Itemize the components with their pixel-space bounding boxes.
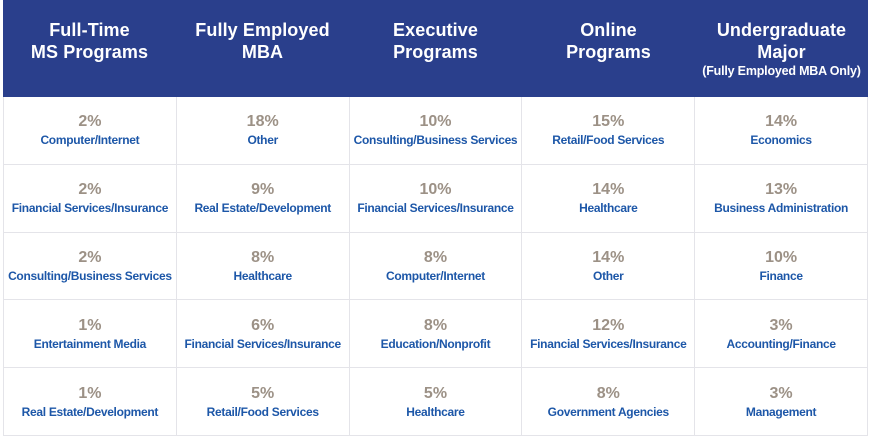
- table-cell: 15% Retail/Food Services: [522, 97, 696, 165]
- percentage-value: 10%: [419, 113, 452, 131]
- column-header-title: Online Programs: [566, 20, 651, 62]
- category-label: Financial Services/Insurance: [357, 201, 514, 216]
- percentage-value: 6%: [251, 316, 275, 334]
- percentage-value: 3%: [769, 384, 793, 402]
- category-label: Real Estate/Development: [21, 404, 159, 419]
- percentage-value: 2%: [78, 113, 102, 131]
- program-industry-table: Full-Time MS Programs Fully Employed MBA E…: [3, 0, 868, 436]
- table-cell: 2% Computer/Internet: [4, 97, 177, 165]
- category-label: Healthcare: [579, 201, 638, 216]
- percentage-value: 18%: [246, 113, 279, 131]
- column-header-4: Online Programs: [522, 0, 695, 97]
- category-label: Financial Services/Insurance: [530, 336, 687, 351]
- category-label: Entertainment Media: [33, 336, 147, 351]
- column-header-subtitle: (Fully Employed MBA Only): [702, 64, 861, 78]
- percentage-value: 5%: [251, 384, 275, 402]
- category-label: Management: [745, 404, 817, 419]
- column-header-title: Fully Employed MBA: [195, 20, 330, 62]
- table-cell: 14% Economics: [695, 97, 868, 165]
- table-cell: 10% Finance: [695, 232, 868, 301]
- category-label: Real Estate/Development: [194, 201, 331, 216]
- table-cell: 9% Real Estate/Development: [176, 164, 350, 233]
- table-cell: 5% Retail/Food Services: [176, 368, 350, 436]
- category-label: Accounting/Finance: [726, 336, 836, 351]
- percentage-value: 1%: [78, 384, 102, 402]
- column-header-title: Full-Time MS Programs: [30, 20, 149, 62]
- category-label: Education/Nonprofit: [380, 336, 491, 351]
- percentage-value: 9%: [251, 181, 275, 199]
- category-label: Healthcare: [233, 268, 293, 283]
- table-cell: 12% Financial Services/Insurance: [522, 300, 696, 369]
- percentage-value: 14%: [765, 113, 798, 131]
- percentage-value: 15%: [592, 113, 625, 131]
- percentage-value: 8%: [423, 316, 448, 334]
- column-header-2: Fully Employed MBA: [176, 0, 349, 97]
- table-cell: 8% Government Agencies: [522, 368, 696, 436]
- table-cell: 2% Financial Services/Insurance: [4, 164, 177, 233]
- column-header-title: Executive Programs: [393, 20, 478, 62]
- table-body: 2% Computer/Internet 18% Other 10% Consulting…: [3, 97, 868, 436]
- percentage-value: 8%: [423, 248, 448, 266]
- table-cell: 1% Real Estate/Development: [4, 368, 177, 436]
- percentage-value: 8%: [596, 384, 620, 402]
- column-header-1: Full-Time MS Programs: [3, 0, 176, 97]
- category-label: Healthcare: [406, 404, 465, 419]
- percentage-value: 10%: [765, 248, 798, 266]
- percentage-value: 14%: [592, 181, 625, 199]
- table-cell: 14% Healthcare: [522, 164, 696, 233]
- table-cell: 10% Financial Services/Insurance: [349, 164, 523, 233]
- percentage-value: 2%: [78, 248, 102, 266]
- table-cell: 14% Other: [522, 232, 696, 301]
- percentage-value: 2%: [78, 181, 102, 199]
- category-label: Retail/Food Services: [206, 404, 319, 419]
- percentage-value: 13%: [765, 181, 798, 199]
- category-label: Business Administration: [714, 201, 849, 216]
- table-cell: 6% Financial Services/Insurance: [176, 300, 350, 369]
- column-header-3: Executive Programs: [349, 0, 522, 97]
- category-label: Financial Services/Insurance: [184, 336, 342, 351]
- table-cell: 13% Business Administration: [695, 164, 868, 233]
- percentage-value: 10%: [419, 181, 452, 199]
- table-cell: 8% Education/Nonprofit: [349, 300, 523, 369]
- table-cell: 1% Entertainment Media: [4, 300, 177, 369]
- column-header-title: Undergraduate Major: [716, 20, 847, 62]
- category-label: Computer/Internet: [40, 133, 140, 148]
- table-header-row: Full-Time MS Programs Fully Employed MBA E…: [3, 0, 868, 97]
- category-label: Other: [593, 268, 624, 283]
- table-cell: 10% Consulting/Business Services: [349, 97, 523, 165]
- percentage-value: 8%: [251, 248, 275, 266]
- percentage-value: 5%: [423, 384, 448, 402]
- category-label: Financial Services/Insurance: [11, 201, 169, 216]
- percentage-value: 3%: [769, 316, 793, 334]
- table-cell: 8% Computer/Internet: [349, 232, 523, 301]
- table-cell: 8% Healthcare: [176, 232, 350, 301]
- percentage-value: 1%: [78, 316, 102, 334]
- category-label: Consulting/Business Services: [8, 268, 172, 283]
- table-cell: 18% Other: [176, 97, 350, 165]
- percentage-value: 14%: [592, 248, 625, 266]
- category-label: Economics: [750, 133, 812, 148]
- table-cell: 3% Management: [695, 368, 868, 436]
- table-cell: 2% Consulting/Business Services: [4, 232, 177, 301]
- category-label: Finance: [759, 268, 803, 283]
- percentage-value: 12%: [592, 316, 625, 334]
- category-label: Retail/Food Services: [552, 133, 665, 148]
- category-label: Other: [247, 133, 278, 148]
- table-cell: 5% Healthcare: [349, 368, 523, 436]
- column-header-5: Undergraduate Major (Fully Employed MBA O…: [695, 0, 868, 97]
- category-label: Consulting/Business Services: [353, 133, 518, 148]
- category-label: Government Agencies: [547, 404, 670, 419]
- table-cell: 3% Accounting/Finance: [695, 300, 868, 369]
- category-label: Computer/Internet: [386, 268, 485, 283]
